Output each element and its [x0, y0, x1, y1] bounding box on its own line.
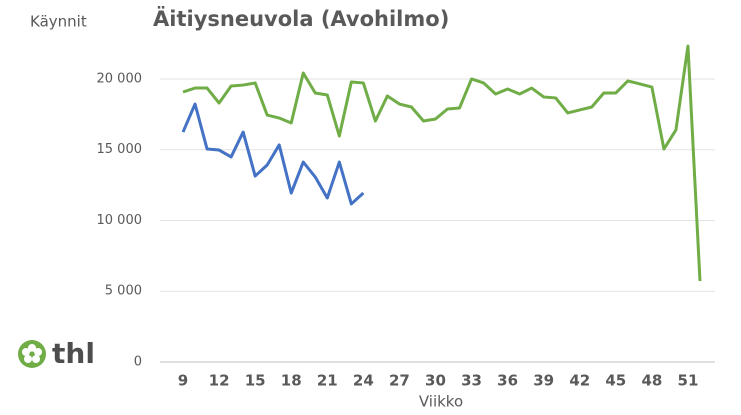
- x-tick-label: 42: [569, 372, 590, 390]
- x-tick-label: 21: [317, 372, 338, 390]
- x-tick-label: 48: [641, 372, 662, 390]
- line-series: [182, 44, 702, 282]
- logo-icon: [18, 340, 46, 368]
- y-tick-label: 0: [134, 355, 142, 370]
- chart-title: Äitiysneuvola (Avohilmo): [153, 6, 449, 31]
- y-tick-label: 20 000: [97, 71, 143, 86]
- x-tick-label: 18: [281, 372, 302, 390]
- x-axis-label: Viikko: [419, 393, 463, 411]
- x-tick-label: 51: [678, 372, 699, 390]
- line-series: [181, 102, 365, 206]
- y-tick-label: 15 000: [97, 142, 143, 157]
- y-axis-label: Käynnit: [30, 13, 87, 31]
- x-tick-label: 24: [353, 372, 374, 390]
- y-tick-label: 10 000: [97, 213, 143, 228]
- x-tick-label: 36: [497, 372, 518, 390]
- x-tick-label: 30: [425, 372, 446, 390]
- x-tick-label: 45: [605, 372, 626, 390]
- logo-text: thl: [52, 337, 95, 370]
- x-tick-label: 12: [209, 372, 230, 390]
- x-tick-label: 9: [178, 372, 188, 390]
- x-tick-label: 33: [461, 372, 482, 390]
- x-tick-label: 15: [245, 372, 266, 390]
- y-tick-label: 5 000: [105, 284, 142, 299]
- x-tick-label: 27: [389, 372, 410, 390]
- x-tick-label: 39: [533, 372, 554, 390]
